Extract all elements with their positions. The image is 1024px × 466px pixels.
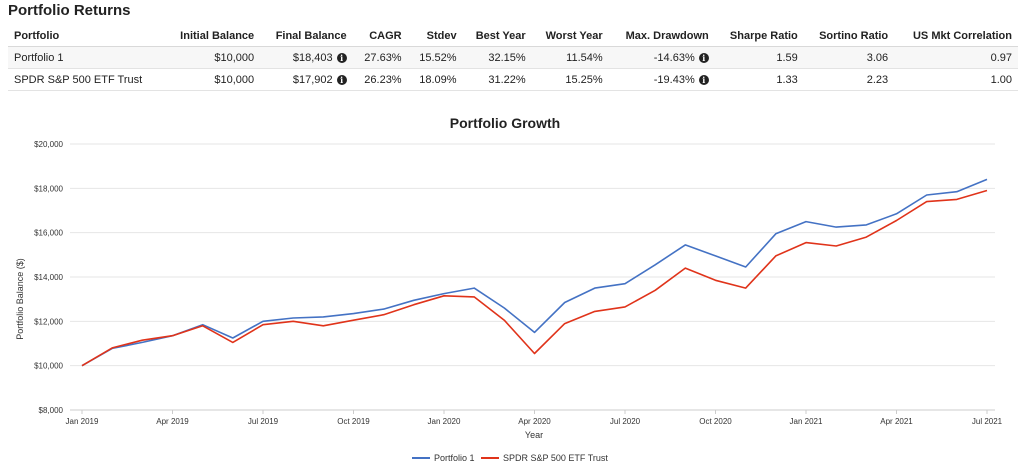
col-header-us-mkt-correlation[interactable]: US Mkt Correlation <box>894 26 1018 47</box>
cell-sharpe-ratio: 1.33 <box>714 68 804 91</box>
cell-worst-year: 11.54% <box>531 46 609 69</box>
cell-best-year: 31.22% <box>462 68 532 91</box>
cell-us-mkt-correlation: 1.00 <box>894 68 1018 91</box>
info-circle-icon[interactable]: i <box>336 52 347 63</box>
cell-final-balance: $18,403 i <box>260 46 353 69</box>
cell-us-mkt-correlation: 0.97 <box>894 46 1018 69</box>
x-tick-label: Jul 2020 <box>610 417 641 426</box>
col-header-best-year[interactable]: Best Year <box>462 26 532 47</box>
cell-cagr: 27.63% <box>352 46 408 69</box>
x-tick-label: Jan 2019 <box>66 417 99 426</box>
x-tick-label: Oct 2020 <box>699 417 732 426</box>
cell-cagr: 26.23% <box>352 68 408 91</box>
cell-sharpe-ratio: 1.59 <box>714 46 804 69</box>
x-tick-label: Jul 2021 <box>972 417 1003 426</box>
cell-stdev: 15.52% <box>407 46 463 69</box>
info-circle-icon[interactable]: i <box>698 74 709 85</box>
chart-series <box>81 178 988 367</box>
x-tick-label: Apr 2021 <box>880 417 913 426</box>
cell-stdev: 18.09% <box>407 68 463 91</box>
portfolio-growth-chart[interactable]: Portfolio Growth $8,000 $10,000 $12,000 $14… <box>0 110 1024 466</box>
cell-max-drawdown: -14.63% i <box>608 46 715 69</box>
chart-legend[interactable]: Portfolio 1 SPDR S&P 500 ETF Trust <box>412 453 608 463</box>
col-header-initial-balance[interactable]: Initial Balance <box>164 26 261 47</box>
chart-title: Portfolio Growth <box>450 115 560 131</box>
cell-sortino-ratio: 3.06 <box>803 46 895 69</box>
col-header-portfolio[interactable]: Portfolio <box>8 26 165 47</box>
cell-initial-balance: $10,000 <box>164 46 261 69</box>
legend-label-portfolio-1[interactable]: Portfolio 1 <box>434 453 475 463</box>
y-axis-ticks: $8,000 $10,000 $12,000 $14,000 $16,000 $18,00… <box>34 140 63 415</box>
y-tick-label: $20,000 <box>34 140 63 149</box>
col-header-worst-year[interactable]: Worst Year <box>531 26 609 47</box>
x-tick-label: Jan 2021 <box>790 417 823 426</box>
cell-best-year: 32.15% <box>462 46 532 69</box>
cell-final-balance-value: $17,902 <box>292 73 333 86</box>
cell-final-balance: $17,902 i <box>260 68 353 91</box>
cell-max-drawdown: -19.43% i <box>608 68 715 91</box>
cell-max-drawdown-value: -14.63% <box>653 51 695 64</box>
y-tick-label: $14,000 <box>34 273 63 282</box>
x-tick-label: Jul 2019 <box>248 417 279 426</box>
info-circle-icon[interactable]: i <box>336 74 347 85</box>
y-tick-label: $8,000 <box>39 406 64 415</box>
col-header-final-balance[interactable]: Final Balance <box>260 26 353 47</box>
section-title: Portfolio Returns <box>8 2 131 19</box>
y-axis-label: Portfolio Balance ($) <box>15 258 25 340</box>
table-row: SPDR S&P 500 ETF Trust $10,000 $17,902 i … <box>8 68 1018 91</box>
col-header-stdev[interactable]: Stdev <box>407 26 463 47</box>
col-header-sortino-ratio[interactable]: Sortino Ratio <box>803 26 895 47</box>
col-header-sharpe-ratio[interactable]: Sharpe Ratio <box>714 26 804 47</box>
series-line-spdr-sp500[interactable] <box>81 189 988 367</box>
y-tick-label: $16,000 <box>34 229 63 238</box>
col-header-cagr[interactable]: CAGR <box>352 26 408 47</box>
series-line-portfolio-1[interactable] <box>81 178 988 367</box>
y-tick-label: $12,000 <box>34 317 63 326</box>
col-header-max-drawdown[interactable]: Max. Drawdown <box>608 26 715 47</box>
x-tick-label: Apr 2020 <box>518 417 551 426</box>
returns-table: Portfolio Initial Balance Final Balance … <box>8 26 1018 91</box>
x-tick-label: Oct 2019 <box>337 417 370 426</box>
table-row: Portfolio 1 $10,000 $18,403 i 27.63% 15.5… <box>8 46 1018 69</box>
x-axis-ticks: Jan 2019 Apr 2019 Jul 2019 Oct 2019 Jan 2020… <box>66 409 1003 426</box>
legend-label-spdr-sp500[interactable]: SPDR S&P 500 ETF Trust <box>503 453 608 463</box>
cell-sortino-ratio: 2.23 <box>803 68 895 91</box>
chart-gridlines <box>70 143 995 411</box>
x-tick-label: Jan 2020 <box>428 417 461 426</box>
cell-portfolio: SPDR S&P 500 ETF Trust <box>8 68 165 91</box>
cell-initial-balance: $10,000 <box>164 68 261 91</box>
cell-worst-year: 15.25% <box>531 68 609 91</box>
y-tick-label: $10,000 <box>34 362 63 371</box>
info-circle-icon[interactable]: i <box>698 52 709 63</box>
cell-max-drawdown-value: -19.43% <box>653 73 695 86</box>
y-tick-label: $18,000 <box>34 184 63 193</box>
x-tick-label: Apr 2019 <box>156 417 189 426</box>
table-header-row: Portfolio Initial Balance Final Balance … <box>8 26 1018 47</box>
x-axis-label: Year <box>525 430 543 440</box>
cell-final-balance-value: $18,403 <box>292 51 333 64</box>
cell-portfolio: Portfolio 1 <box>8 46 165 69</box>
